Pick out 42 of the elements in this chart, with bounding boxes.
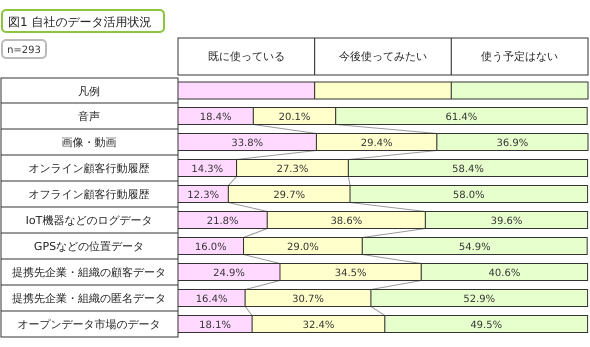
data-label: 58.0% xyxy=(452,190,485,201)
y-tick-label: オープンデータ市場のデータ xyxy=(18,318,160,331)
data-label: 30.7% xyxy=(292,294,324,305)
data-label: 16.4% xyxy=(196,294,228,305)
data-label: 14.3% xyxy=(191,164,224,175)
data-label: 32.4% xyxy=(302,320,334,331)
text: 使う予定はない xyxy=(481,50,558,63)
data-label: 39.6% xyxy=(490,216,522,227)
text: n=293 xyxy=(7,45,41,56)
data-label: 18.1% xyxy=(199,320,231,331)
text: 今後使ってみたい xyxy=(339,50,427,63)
y-tick-label: 提携先企業・組織の顧客データ xyxy=(12,266,166,279)
data-label: 29.0% xyxy=(287,242,319,253)
data-label: 52.9% xyxy=(463,294,496,305)
data-label: 58.4% xyxy=(452,164,484,175)
data-label: 49.5% xyxy=(470,320,502,331)
data-label: 33.8% xyxy=(231,138,264,149)
data-label: 61.4% xyxy=(446,112,478,123)
y-tick-label: 画像・動画 xyxy=(62,136,116,149)
data-label: 54.9% xyxy=(458,242,491,253)
data-label: 38.6% xyxy=(330,216,362,227)
text: 図1 自社のデータ活用状況 xyxy=(8,15,152,29)
data-label: 29.7% xyxy=(273,190,306,201)
data-label: 12.3% xyxy=(187,190,220,201)
data-label: 40.6% xyxy=(488,268,520,279)
data-label: 29.4% xyxy=(360,138,393,149)
data-label: 16.0% xyxy=(194,242,227,253)
data-label: 21.8% xyxy=(206,216,239,227)
data-label: 20.1% xyxy=(278,112,310,123)
data-label: 27.3% xyxy=(276,164,308,175)
data-label: 36.9% xyxy=(496,138,528,149)
text: 既に使っている xyxy=(208,50,285,63)
data-label: 18.4% xyxy=(200,112,232,123)
y-tick-label: GPSなどの位置データ xyxy=(34,240,144,253)
data-label: 34.5% xyxy=(334,268,367,279)
y-tick-label: オフライン顧客行動履歴 xyxy=(28,188,150,201)
legend-title: 凡例 xyxy=(78,85,100,98)
data-label: 24.9% xyxy=(213,268,245,279)
y-tick-label: IoT機器などのログデータ xyxy=(26,214,152,227)
y-tick-label: 提携先企業・組織の匿名データ xyxy=(12,292,166,305)
y-tick-label: 音声 xyxy=(78,110,100,123)
y-tick-label: オンライン顧客行動履歴 xyxy=(28,162,150,175)
